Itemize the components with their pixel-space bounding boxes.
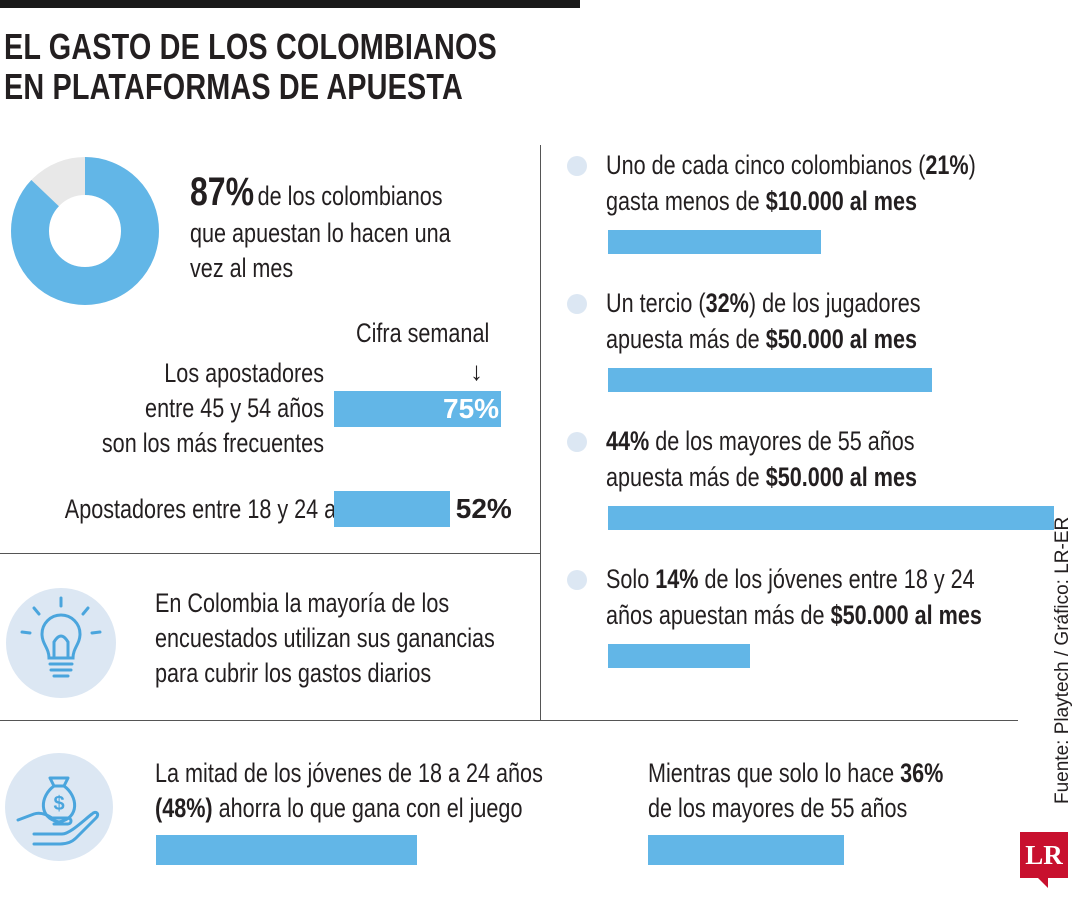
- page-title-line1: EL GASTO DE LOS COLOMBIANOS: [4, 26, 497, 67]
- weekly-heading: Cifra semanal: [356, 318, 490, 348]
- item2-line1: Un tercio (32%) de los jugadores: [606, 288, 921, 318]
- bar1-label-line1: Los apostadores: [164, 358, 324, 388]
- bar-bottom-right: [648, 835, 844, 865]
- bullet-1: [567, 156, 587, 176]
- bottom-left-line1: La mitad de los jóvenes de 18 a 24 años: [155, 758, 543, 788]
- lightbulb-icon: [6, 588, 116, 698]
- bar-18-24-value: 52%: [455, 493, 512, 524]
- divider-left-mid: [0, 553, 540, 554]
- svg-text:$: $: [53, 793, 64, 815]
- lr-logo: LR: [1020, 832, 1068, 878]
- page-title-line2: EN PLATAFORMAS DE APUESTA: [4, 66, 463, 107]
- bar-item-4: [608, 644, 750, 668]
- bullet-2: [567, 294, 587, 314]
- donut-pct-line: 87% de los colombianos: [190, 170, 443, 215]
- item3-line1: 44% de los mayores de 55 años: [606, 426, 915, 456]
- donut-text-line1: de los colombianos: [257, 181, 443, 211]
- item3-line2: apuesta más de $50.000 al mes: [606, 462, 918, 492]
- bar-item-1: [608, 230, 821, 254]
- money-bag-hand-icon: $: [5, 753, 113, 861]
- donut-percent: 87%: [190, 170, 255, 214]
- savings-line2: encuestados utilizan sus ganancias: [155, 623, 495, 653]
- bar-45-54: [334, 391, 501, 427]
- divider-bottom: [0, 720, 1018, 721]
- donut-text-line2: que apuestan lo hacen una: [190, 218, 451, 248]
- savings-line1: En Colombia la mayoría de los: [155, 588, 450, 618]
- lr-logo-tail: [1038, 878, 1048, 888]
- bar2-label: Apostadores entre 18 y 24 años: [64, 494, 372, 524]
- bar-item-2: [608, 368, 933, 392]
- bar-item-3: [608, 506, 1054, 530]
- top-rule: [0, 0, 580, 8]
- bullet-3: [567, 432, 587, 452]
- bar1-label: Los apostadores entre 45 y 54 años son l…: [0, 356, 324, 461]
- bottom-right-line1: Mientras que solo lo hace 36%: [648, 758, 944, 788]
- donut-fill-slice: [11, 157, 159, 305]
- bottom-right-line2: de los mayores de 55 años: [648, 793, 908, 823]
- item1-line2: gasta menos de $10.000 al mes: [606, 186, 918, 216]
- bar-bottom-left: [156, 835, 417, 865]
- bar-18-24: [334, 491, 450, 527]
- savings-line3: para cubrir los gastos diarios: [155, 658, 432, 688]
- bar-45-54-value: 75%: [443, 391, 499, 427]
- bar-45-54-value-text: 75%: [443, 393, 500, 424]
- donut-chart-icon: [11, 157, 159, 305]
- bullet-4: [567, 570, 587, 590]
- item4-line2: años apuestan más de $50.000 al mes: [606, 600, 982, 630]
- vertical-divider: [540, 145, 541, 720]
- item4-line1: Solo 14% de los jóvenes entre 18 y 24: [606, 564, 975, 594]
- bar1-label-line2: entre 45 y 54 años: [145, 393, 324, 423]
- bar1-label-line3: son los más frecuentes: [101, 428, 325, 458]
- donut-text-line3: vez al mes: [190, 253, 294, 283]
- item1-line1: Uno de cada cinco colombianos (21%): [606, 150, 976, 180]
- bottom-left-line2: (48%) ahorra lo que gana con el juego: [155, 793, 523, 823]
- bar2-label-wrap: Apostadores entre 18 y 24 años: [0, 492, 372, 527]
- item2-line2: apuesta más de $50.000 al mes: [606, 324, 918, 354]
- down-arrow-icon: ↓: [470, 356, 483, 386]
- source-text: Fuente: Playtech / Gráfico: LR-ER: [1052, 516, 1073, 804]
